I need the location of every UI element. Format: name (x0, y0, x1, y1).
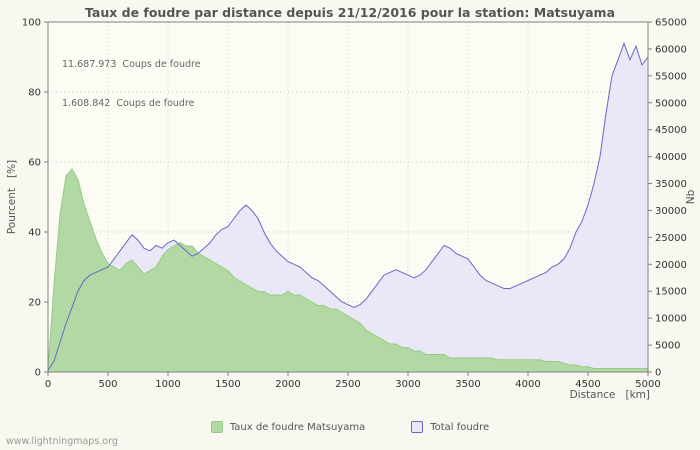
svg-text:3000: 3000 (395, 379, 420, 390)
svg-text:10000: 10000 (655, 314, 687, 325)
chart-title: Taux de foudre par distance depuis 21/12… (84, 5, 616, 20)
svg-text:30000: 30000 (655, 206, 687, 217)
legend-label-taux: Taux de foudre Matsuyama (229, 421, 366, 433)
svg-text:25000: 25000 (655, 233, 687, 244)
legend-item-total: Total foudre (411, 421, 489, 433)
svg-text:1500: 1500 (215, 379, 240, 390)
svg-text:5000: 5000 (655, 341, 680, 352)
svg-text:1000: 1000 (155, 379, 180, 390)
svg-text:65000: 65000 (655, 18, 687, 29)
y-axis-label-right: Nb (685, 189, 697, 205)
svg-text:2500: 2500 (335, 379, 360, 390)
svg-text:20000: 20000 (655, 260, 687, 271)
legend-item-taux: Taux de foudre Matsuyama (210, 421, 366, 433)
svg-text:100: 100 (22, 18, 41, 29)
svg-text:60000: 60000 (655, 44, 687, 55)
svg-text:15000: 15000 (655, 287, 687, 298)
svg-text:0: 0 (45, 379, 51, 390)
annotations-block: 11.687.973 Coups de foudre 1.608.842 Cou… (62, 32, 201, 136)
svg-text:0: 0 (35, 368, 41, 379)
x-axis-label: Distance [km] (569, 389, 650, 401)
legend-label-total: Total foudre (430, 421, 490, 433)
svg-text:50000: 50000 (655, 98, 687, 109)
svg-text:20: 20 (28, 298, 41, 309)
legend: Taux de foudre Matsuyama Total foudre (0, 421, 700, 433)
svg-text:40: 40 (28, 228, 41, 239)
svg-text:500: 500 (98, 379, 117, 390)
legend-swatch-taux (210, 421, 223, 433)
svg-text:4000: 4000 (515, 379, 540, 390)
svg-text:2000: 2000 (275, 379, 300, 390)
legend-swatch-total (411, 421, 424, 433)
svg-text:4500: 4500 (575, 379, 600, 390)
svg-text:3500: 3500 (455, 379, 480, 390)
y-axis-label-left: Pourcent [%] (6, 159, 18, 235)
svg-text:0: 0 (655, 368, 661, 379)
watermark: www.lightningmaps.org (6, 436, 118, 447)
svg-text:5000: 5000 (635, 379, 660, 390)
svg-text:45000: 45000 (655, 125, 687, 136)
svg-text:60: 60 (28, 158, 41, 169)
annotation-total-strikes: 11.687.973 Coups de foudre (62, 59, 201, 70)
svg-text:40000: 40000 (655, 152, 687, 163)
svg-text:80: 80 (28, 88, 41, 99)
annotation-station-strikes: 1.608.842 Coups de foudre (62, 98, 195, 109)
svg-text:55000: 55000 (655, 71, 687, 82)
svg-text:35000: 35000 (655, 179, 687, 190)
